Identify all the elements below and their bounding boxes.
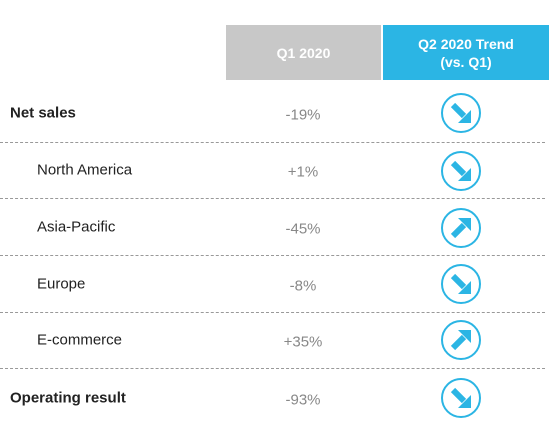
trend-arrow-down <box>442 94 480 132</box>
q1-value: +1% <box>287 163 319 181</box>
row-label: Net sales <box>10 104 76 122</box>
q1-value: -45% <box>285 220 321 238</box>
q1-value: -93% <box>285 391 321 409</box>
trend-arrow-down <box>442 152 480 190</box>
q1-value: +35% <box>283 333 323 351</box>
separator <box>0 255 545 256</box>
separator <box>0 198 545 199</box>
header-text: Q1 2020 <box>276 44 331 61</box>
separator <box>0 368 545 369</box>
q1-value: -19% <box>285 106 321 124</box>
trend-arrow-down <box>442 265 480 303</box>
row-label: Operating result <box>10 389 126 407</box>
header-q1: Q1 2020 <box>226 25 381 80</box>
row-label: Europe <box>37 275 86 293</box>
trend-arrow-up <box>442 209 480 247</box>
header-text: (vs. Q1) <box>440 53 492 70</box>
trend-arrow-down <box>442 379 480 417</box>
row-label: E-commerce <box>37 331 123 349</box>
header-trend: Q2 2020 Trend (vs. Q1) <box>383 25 549 80</box>
row-label: North America <box>37 161 133 179</box>
separator <box>0 142 545 143</box>
header-text: Q2 2020 Trend <box>418 35 514 52</box>
row-label: Asia-Pacific <box>37 218 116 236</box>
trend-arrow-up <box>442 321 480 359</box>
separator <box>0 312 545 313</box>
q1-value: -8% <box>289 277 317 295</box>
